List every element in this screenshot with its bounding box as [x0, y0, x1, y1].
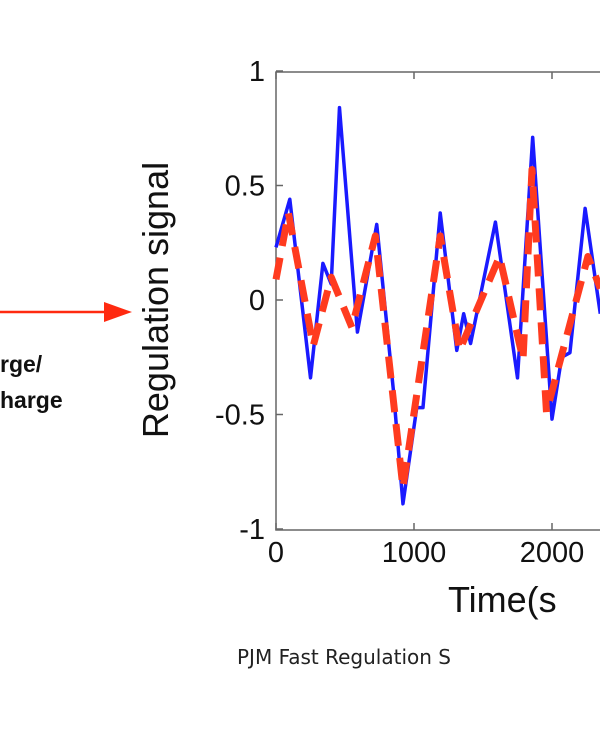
y-tick-label: -0.5: [215, 400, 265, 432]
arrow-head-icon: [104, 302, 132, 322]
x-tick-label: 1000: [382, 537, 447, 569]
plot-frame: [275, 71, 600, 531]
y-axis-label: Regulation signal: [135, 162, 176, 438]
x-tick-label: 0: [268, 537, 284, 569]
annotation: rge/ harge: [0, 302, 132, 413]
series-response-line: [272, 165, 600, 492]
annotation-line-1: rge/: [0, 351, 43, 377]
y-tick-label: -1: [239, 514, 265, 546]
x-axis-label: Time(s: [448, 579, 557, 620]
y-tick-label: 0: [249, 285, 265, 317]
y-tick-label: 1: [249, 56, 265, 88]
x-tick-label: 2000: [520, 537, 585, 569]
chart-title: PJM Fast Regulation S: [237, 645, 451, 669]
annotation-line-2: harge: [0, 387, 63, 413]
y-tick-label: 0.5: [225, 171, 265, 203]
